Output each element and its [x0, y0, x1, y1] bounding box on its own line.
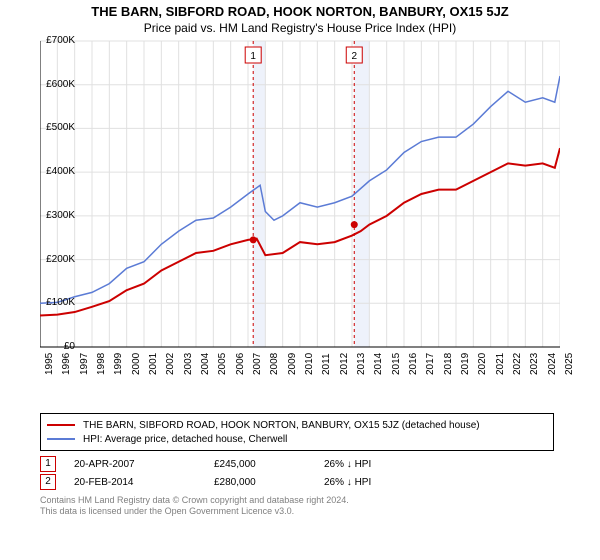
- legend-swatch-hpi: [47, 438, 75, 440]
- y-axis-tick-label: £300K: [35, 210, 75, 221]
- x-axis-tick-label: 1995: [44, 353, 55, 375]
- y-axis-tick-label: £700K: [35, 35, 75, 46]
- x-axis-tick-label: 2001: [148, 353, 159, 375]
- legend-label: THE BARN, SIBFORD ROAD, HOOK NORTON, BAN…: [83, 420, 480, 431]
- y-axis-tick-label: £400K: [35, 166, 75, 177]
- x-axis-tick-label: 2024: [547, 353, 558, 375]
- x-axis-tick-label: 2017: [425, 353, 436, 375]
- x-axis-tick-label: 2016: [408, 353, 419, 375]
- transaction-date: 20-APR-2007: [74, 459, 214, 470]
- x-axis-tick-label: 2023: [529, 353, 540, 375]
- y-axis-tick-label: £100K: [35, 297, 75, 308]
- table-row: 1 20-APR-2007 £245,000 26% ↓ HPI: [40, 455, 590, 473]
- chart-title: THE BARN, SIBFORD ROAD, HOOK NORTON, BAN…: [0, 4, 600, 19]
- legend-row: HPI: Average price, detached house, Cher…: [47, 432, 547, 446]
- x-axis-tick-label: 2003: [183, 353, 194, 375]
- svg-text:1: 1: [250, 51, 256, 62]
- svg-text:2: 2: [351, 51, 357, 62]
- footer-attribution: Contains HM Land Registry data © Crown c…: [40, 495, 590, 518]
- legend-label: HPI: Average price, detached house, Cher…: [83, 434, 287, 445]
- x-axis-tick-label: 2012: [339, 353, 350, 375]
- x-axis-tick-label: 2002: [165, 353, 176, 375]
- footer-line: This data is licensed under the Open Gov…: [40, 506, 590, 517]
- x-axis-tick-label: 2021: [495, 353, 506, 375]
- transactions-table: 1 20-APR-2007 £245,000 26% ↓ HPI 2 20-FE…: [40, 455, 590, 491]
- transaction-price: £280,000: [214, 477, 324, 488]
- x-axis-tick-label: 2010: [304, 353, 315, 375]
- footer-line: Contains HM Land Registry data © Crown c…: [40, 495, 590, 506]
- x-axis-tick-label: 2006: [235, 353, 246, 375]
- transaction-date: 20-FEB-2014: [74, 477, 214, 488]
- legend-swatch-price-paid: [47, 424, 75, 426]
- x-axis-tick-label: 2009: [287, 353, 298, 375]
- y-axis-tick-label: £500K: [35, 122, 75, 133]
- x-axis-tick-label: 1999: [113, 353, 124, 375]
- x-axis-tick-label: 2013: [356, 353, 367, 375]
- x-axis-tick-label: 2007: [252, 353, 263, 375]
- chart-subtitle: Price paid vs. HM Land Registry's House …: [0, 21, 600, 35]
- x-axis-tick-label: 2004: [200, 353, 211, 375]
- x-axis-tick-label: 2019: [460, 353, 471, 375]
- x-axis-tick-label: 1996: [61, 353, 72, 375]
- table-row: 2 20-FEB-2014 £280,000 26% ↓ HPI: [40, 473, 590, 491]
- x-axis-tick-label: 2005: [217, 353, 228, 375]
- x-axis-tick-label: 2018: [443, 353, 454, 375]
- x-axis-tick-label: 1998: [96, 353, 107, 375]
- x-axis-tick-label: 2011: [321, 353, 332, 375]
- y-axis-tick-label: £0: [35, 341, 75, 352]
- transaction-flag: 1: [40, 456, 56, 472]
- transaction-diff: 26% ↓ HPI: [324, 477, 434, 488]
- chart-area: 12 £0£100K£200K£300K£400K£500K£600K£700K…: [40, 37, 600, 407]
- y-axis-tick-label: £600K: [35, 79, 75, 90]
- x-axis-tick-label: 2000: [131, 353, 142, 375]
- x-axis-tick-label: 2014: [373, 353, 384, 375]
- x-axis-tick-label: 2020: [477, 353, 488, 375]
- x-axis-tick-label: 2022: [512, 353, 523, 375]
- x-axis-tick-label: 2015: [391, 353, 402, 375]
- chart-title-block: THE BARN, SIBFORD ROAD, HOOK NORTON, BAN…: [0, 0, 600, 37]
- legend-row: THE BARN, SIBFORD ROAD, HOOK NORTON, BAN…: [47, 418, 547, 432]
- line-chart-svg: 12: [40, 37, 560, 377]
- legend: THE BARN, SIBFORD ROAD, HOOK NORTON, BAN…: [40, 413, 554, 451]
- transaction-diff: 26% ↓ HPI: [324, 459, 434, 470]
- x-axis-tick-label: 2008: [269, 353, 280, 375]
- x-axis-tick-label: 1997: [79, 353, 90, 375]
- transaction-flag: 2: [40, 474, 56, 490]
- x-axis-tick-label: 2025: [564, 353, 575, 375]
- y-axis-tick-label: £200K: [35, 254, 75, 265]
- transaction-price: £245,000: [214, 459, 324, 470]
